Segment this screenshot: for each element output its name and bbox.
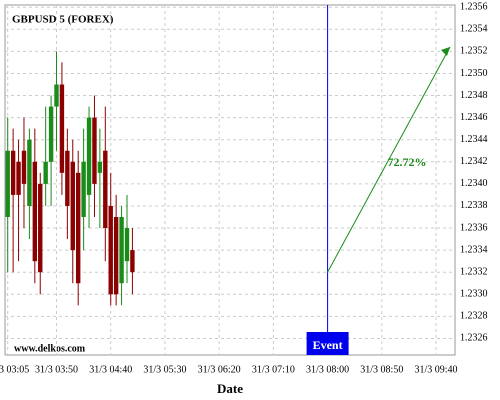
arrow-head [441,47,450,56]
candle-body [92,117,97,184]
y-tick-label: 1.2330 [460,289,488,300]
x-tick-label: 31/3 06:20 [198,364,241,375]
y-tick-label: 1.2344 [460,134,488,145]
candle-body [75,172,81,284]
y-tick-label: 1.2356 [460,2,488,13]
candle-body [16,161,21,195]
y-tick-label: 1.2332 [460,266,488,277]
y-tick-label: 1.2338 [460,200,488,211]
y-tick-label: 1.2346 [460,112,488,123]
y-tick-label: 1.2352 [460,46,488,57]
candle-body [43,161,48,184]
candle-body [70,161,75,251]
y-tick-label: 1.2350 [460,68,488,79]
candle-body [10,150,16,195]
x-tick-label: 31/3 09:40 [414,364,457,375]
candle-body [48,106,54,162]
candle-body [65,150,70,206]
x-tick-label: 31/3 04:40 [89,364,132,375]
y-tick-label: 1.2328 [460,311,488,322]
y-tick-label: 1.2336 [460,222,488,233]
forecast-arrow [327,46,451,273]
x-tick-label: 31/3 05:30 [143,364,186,375]
event-box [306,332,349,355]
candle-body [38,183,43,273]
candle-body [124,228,130,262]
chart-title: GBPUSD 5 (FOREX) [12,14,114,26]
candle-body [86,117,92,195]
event-label: Event [313,338,343,352]
x-tick-label: 31/3 03:50 [35,364,78,375]
candle-body [81,161,86,217]
x-tick-label: 31/3 03:05 [0,364,29,375]
candle-body [119,216,124,284]
candle-body [113,216,119,295]
x-tick-label: 31/3 08:50 [360,364,403,375]
candle-body [59,84,65,173]
y-tick-label: 1.2326 [460,333,488,344]
candle-body [5,150,10,217]
candle-body [27,139,32,206]
watermark: www.delkos.com [14,343,86,354]
x-tick-label: 31/3 07:10 [252,364,295,375]
y-tick-label: 1.2354 [460,24,488,35]
candle-body [32,161,38,262]
x-tick-label: 31/3 08:00 [306,364,349,375]
y-tick-label: 1.2334 [460,244,488,255]
candle-body [103,150,108,229]
candle-body [21,150,27,184]
candle-body [97,161,103,173]
x-axis-label: Date [217,381,243,396]
y-tick-label: 1.2342 [460,156,488,167]
candle-body [54,84,59,107]
y-tick-label: 1.2348 [460,90,488,101]
y-tick-label: 1.2340 [460,178,488,189]
forecast-label: 72.72% [388,155,427,169]
candle-body [130,250,135,273]
candle-body [108,205,113,295]
